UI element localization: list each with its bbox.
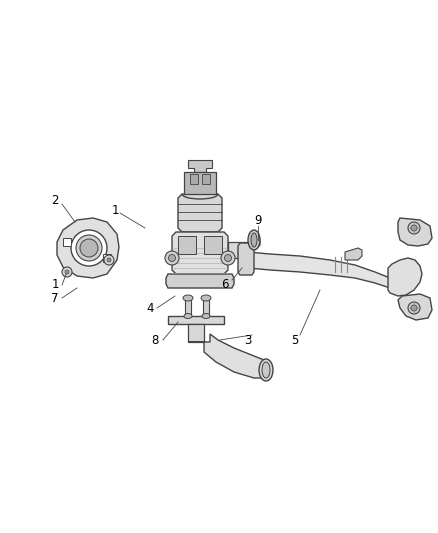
Text: 5: 5 xyxy=(291,334,299,346)
Text: 7: 7 xyxy=(51,292,59,304)
Bar xyxy=(188,324,204,342)
Polygon shape xyxy=(250,238,260,247)
Bar xyxy=(178,236,196,254)
Circle shape xyxy=(76,235,102,261)
Text: 4: 4 xyxy=(146,302,154,314)
Text: 1: 1 xyxy=(51,279,59,292)
Ellipse shape xyxy=(251,233,257,247)
Text: 2: 2 xyxy=(51,193,59,206)
Bar xyxy=(190,174,198,184)
Text: 1: 1 xyxy=(111,204,119,216)
Circle shape xyxy=(71,230,107,266)
Polygon shape xyxy=(57,218,119,278)
Text: 9: 9 xyxy=(254,214,262,227)
Circle shape xyxy=(107,258,111,262)
Polygon shape xyxy=(398,218,432,246)
Ellipse shape xyxy=(201,295,211,301)
Bar xyxy=(63,238,71,246)
Bar xyxy=(202,174,210,184)
Circle shape xyxy=(225,254,232,262)
Polygon shape xyxy=(345,248,362,260)
Circle shape xyxy=(62,267,72,277)
Polygon shape xyxy=(188,334,268,378)
Polygon shape xyxy=(172,232,228,274)
Circle shape xyxy=(169,254,176,262)
Polygon shape xyxy=(166,274,234,288)
Bar xyxy=(228,242,250,258)
Bar xyxy=(103,254,111,262)
Ellipse shape xyxy=(184,313,192,319)
Circle shape xyxy=(411,305,417,311)
Polygon shape xyxy=(188,160,212,172)
Circle shape xyxy=(408,222,420,234)
Polygon shape xyxy=(388,258,422,296)
Circle shape xyxy=(80,239,98,257)
Polygon shape xyxy=(178,194,222,232)
Polygon shape xyxy=(238,243,254,275)
Circle shape xyxy=(165,251,179,265)
Text: 3: 3 xyxy=(244,334,252,346)
Circle shape xyxy=(221,251,235,265)
Ellipse shape xyxy=(262,362,270,378)
Polygon shape xyxy=(248,248,390,288)
Text: 8: 8 xyxy=(151,334,159,346)
Ellipse shape xyxy=(183,295,193,301)
Bar xyxy=(168,316,224,324)
Bar xyxy=(185,298,191,316)
Ellipse shape xyxy=(259,359,273,381)
Bar xyxy=(203,298,209,316)
Circle shape xyxy=(411,225,417,231)
Ellipse shape xyxy=(248,230,260,250)
Text: 6: 6 xyxy=(221,279,229,292)
Circle shape xyxy=(408,302,420,314)
Bar xyxy=(204,236,222,254)
Bar xyxy=(184,172,216,194)
Circle shape xyxy=(104,255,114,265)
Polygon shape xyxy=(398,294,432,320)
Ellipse shape xyxy=(202,313,210,319)
Circle shape xyxy=(65,270,69,274)
